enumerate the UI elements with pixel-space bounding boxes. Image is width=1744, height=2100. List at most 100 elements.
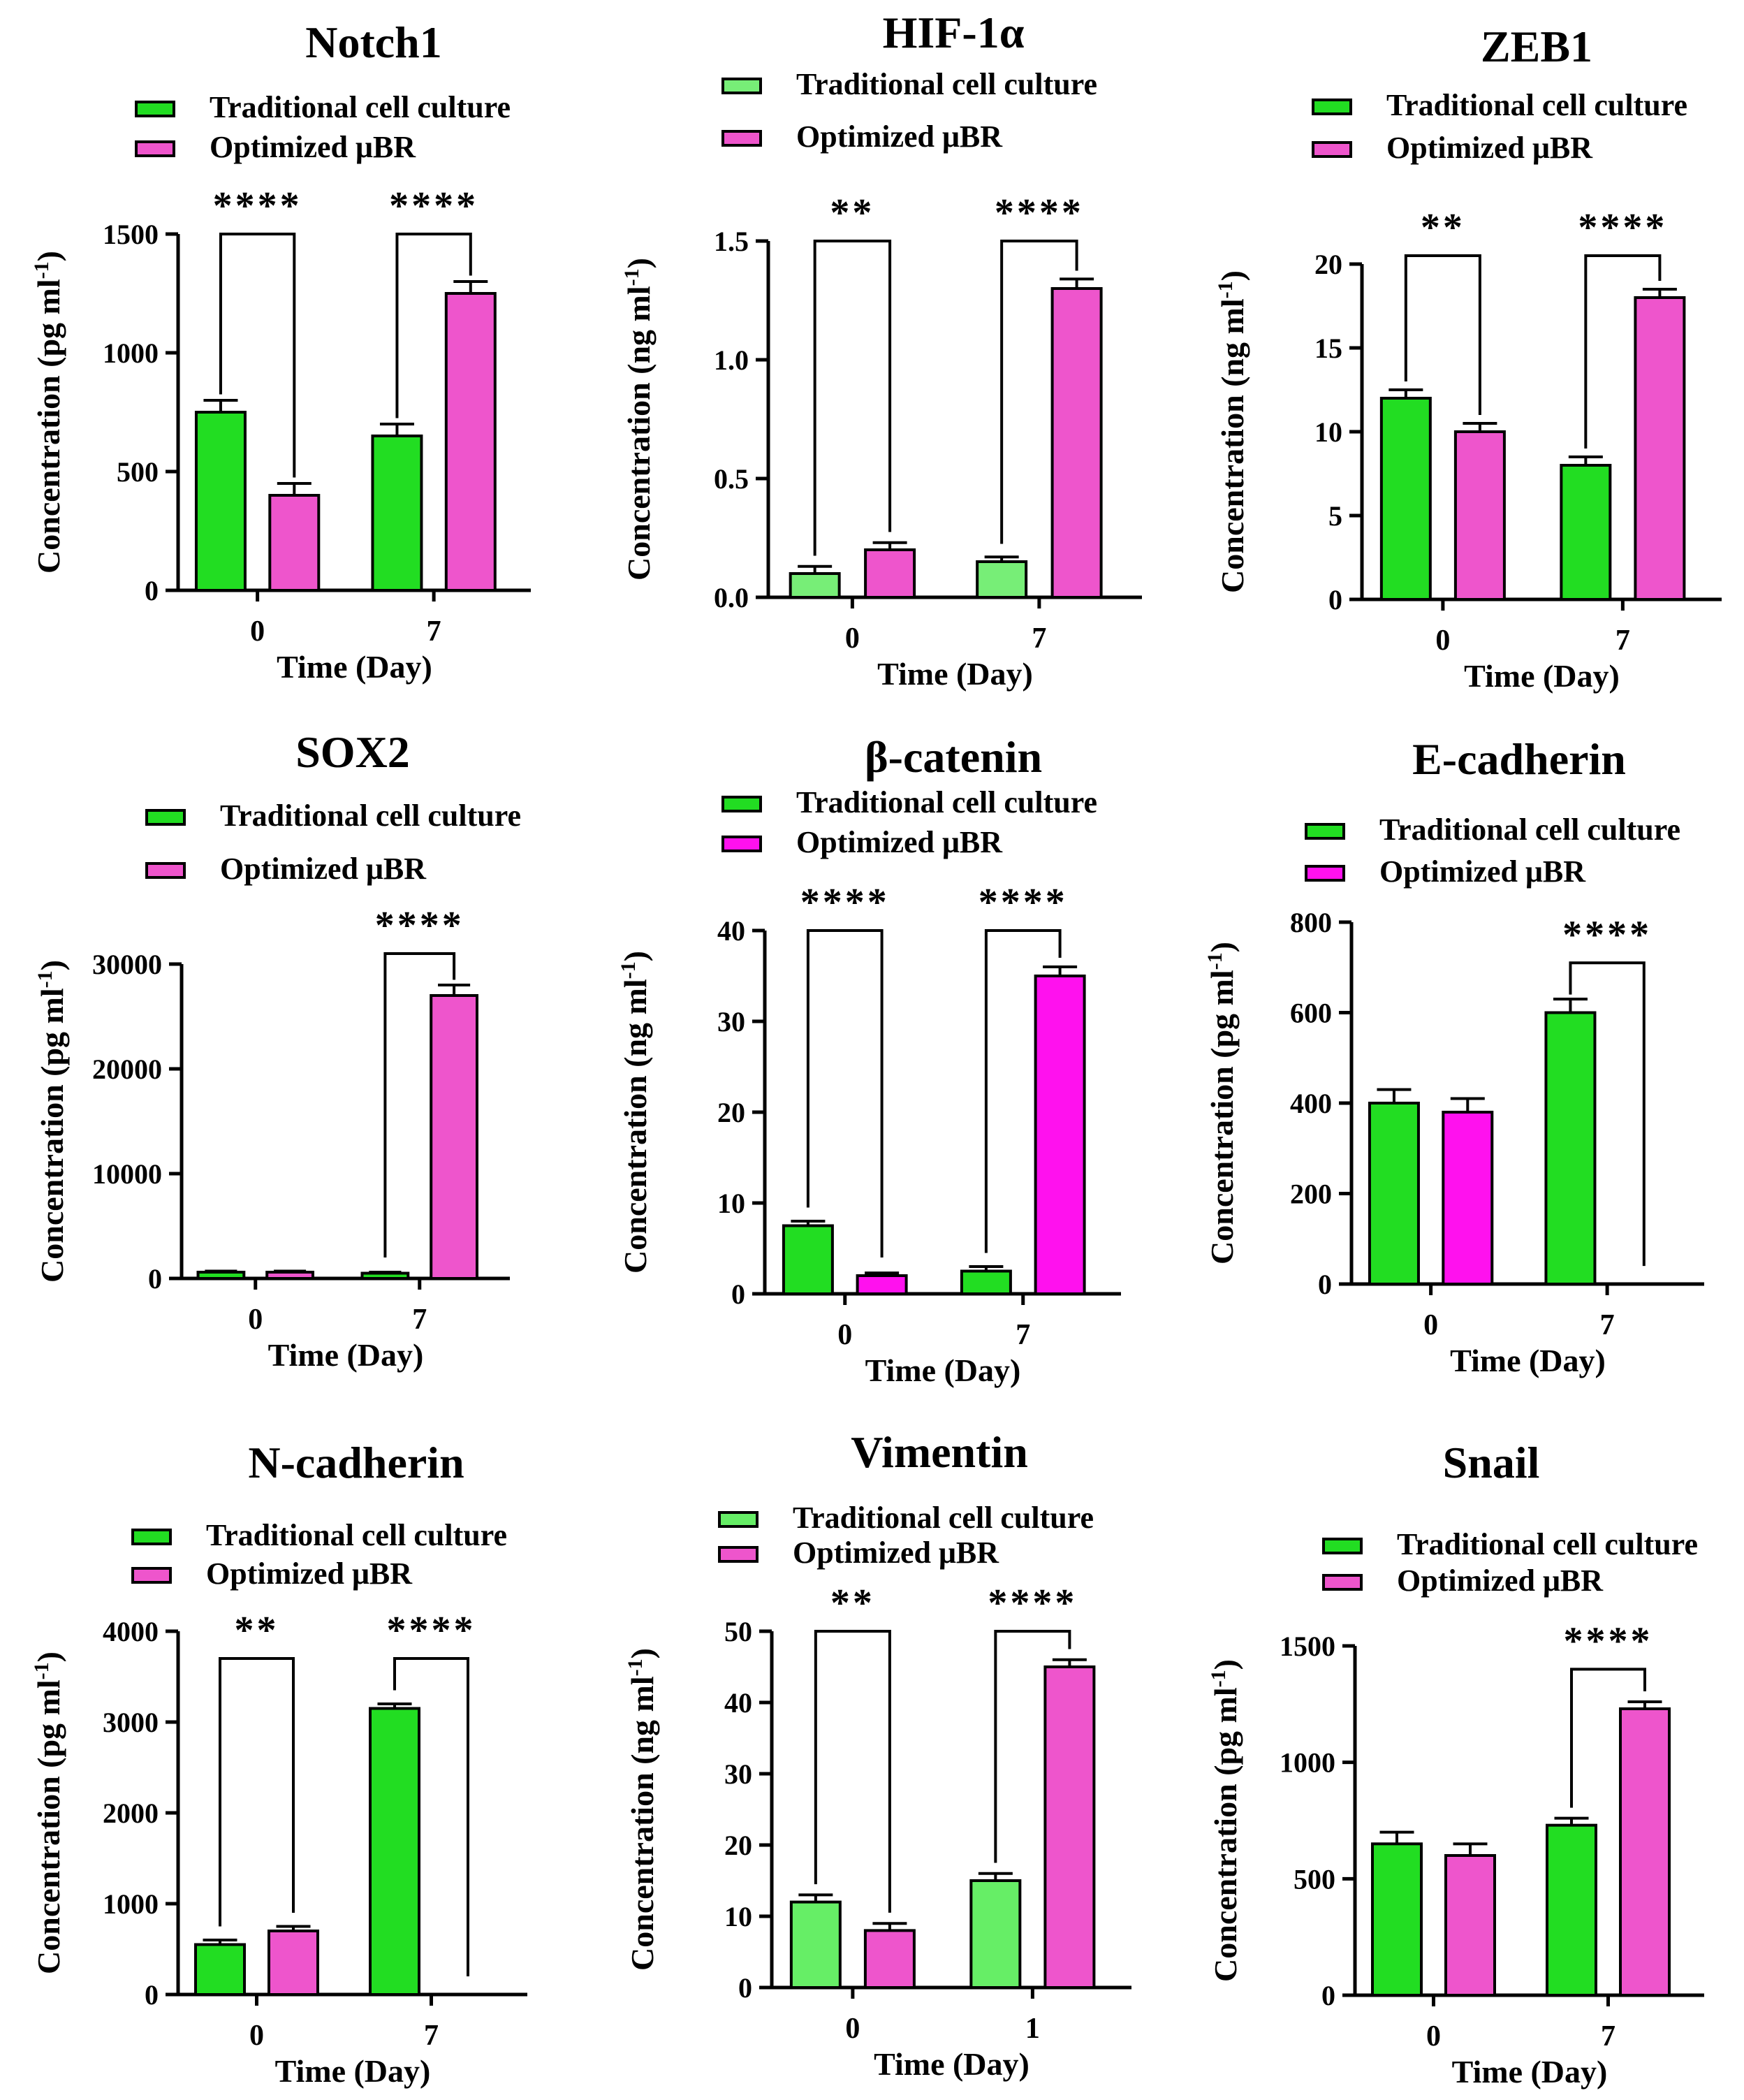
y-tick-label: 500 bbox=[1294, 1863, 1335, 1895]
bar bbox=[360, 1271, 410, 1280]
y-tick-label: 1.0 bbox=[714, 344, 749, 376]
bar bbox=[369, 1707, 420, 1996]
chart-title: SOX2 bbox=[295, 727, 410, 777]
y-tick-label: 0.0 bbox=[714, 582, 749, 613]
y-axis-label-paren: ) bbox=[621, 258, 657, 268]
y-axis-label-exponent: -1 bbox=[1203, 952, 1226, 970]
significance-bracket bbox=[219, 233, 296, 478]
bar bbox=[1560, 464, 1612, 601]
y-axis-label-paren: ) bbox=[617, 951, 653, 961]
significance-label: **** bbox=[979, 881, 1068, 924]
y-tick-label: 30000 bbox=[92, 949, 162, 980]
y-axis-label-main: Concentration (pg ml bbox=[31, 1679, 66, 1974]
y-axis-label: Concentration (ng ml-1) bbox=[620, 258, 657, 581]
bar bbox=[1453, 430, 1506, 601]
significance-label: **** bbox=[800, 881, 890, 924]
y-axis-label-exponent: -1 bbox=[1214, 281, 1237, 298]
legend-label: Traditional cell culture bbox=[1379, 812, 1680, 847]
chart-title: Notch1 bbox=[305, 17, 442, 67]
y-tick-label: 800 bbox=[1290, 907, 1332, 938]
significance-bracket bbox=[994, 1630, 1071, 1863]
y-tick-label: 4000 bbox=[103, 1616, 159, 1647]
y-axis-label-paren: ) bbox=[31, 251, 66, 261]
y-tick-label: 3000 bbox=[103, 1707, 159, 1738]
legend-label: Traditional cell culture bbox=[796, 67, 1097, 101]
y-tick-label: 500 bbox=[117, 456, 159, 488]
bar bbox=[1371, 1842, 1423, 1997]
legend-label: Traditional cell culture bbox=[1397, 1527, 1698, 1561]
significance-bracket bbox=[1584, 254, 1662, 449]
x-axis-label: Time (Day) bbox=[1464, 658, 1620, 694]
x-axis-label: Time (Day) bbox=[268, 1337, 424, 1373]
legend-swatch bbox=[718, 1511, 759, 1528]
bar bbox=[1368, 1102, 1420, 1285]
x-tick-label: 0 bbox=[1423, 1309, 1438, 1341]
y-axis-label-paren: ) bbox=[1215, 270, 1250, 281]
y-tick-label: 1000 bbox=[1280, 1747, 1335, 1779]
y-tick-label: 0 bbox=[148, 1263, 162, 1295]
chart-title: ZEB1 bbox=[1481, 22, 1592, 71]
significance-label: **** bbox=[387, 1609, 476, 1652]
y-axis-label-exponent: -1 bbox=[30, 1662, 53, 1679]
y-tick-label: 0 bbox=[1328, 584, 1342, 615]
y-tick-label: 1000 bbox=[103, 1888, 159, 1920]
y-axis-label-exponent: -1 bbox=[620, 268, 643, 286]
y-axis-label-main: Concentration (ng ml bbox=[1215, 298, 1250, 593]
y-axis-label-main: Concentration (ng ml bbox=[621, 286, 657, 581]
y-tick-label: 2000 bbox=[103, 1798, 159, 1829]
legend-swatch bbox=[721, 130, 762, 147]
legend-swatch bbox=[1322, 1574, 1363, 1591]
y-axis-label-main: Concentration (ng ml bbox=[617, 979, 653, 1274]
chart-title: E-cadherin bbox=[1412, 734, 1626, 784]
y-tick-label: 40 bbox=[724, 1687, 752, 1719]
legend-swatch bbox=[135, 101, 175, 117]
y-tick-label: 0.5 bbox=[714, 463, 749, 495]
x-axis-label: Time (Day) bbox=[275, 2053, 431, 2089]
chart-title: Vimentin bbox=[851, 1427, 1028, 1477]
y-axis-label: Concentration (pg ml-1) bbox=[30, 1651, 67, 1974]
significance-bracket bbox=[1000, 240, 1078, 544]
y-tick-label: 0 bbox=[738, 1972, 752, 2004]
y-tick-label: 1000 bbox=[103, 337, 159, 369]
y-tick-label: 30 bbox=[724, 1758, 752, 1790]
x-tick-label: 0 bbox=[845, 622, 860, 655]
y-axis-label-exponent: -1 bbox=[30, 261, 53, 279]
y-tick-label: 0 bbox=[145, 575, 159, 606]
bar bbox=[1442, 1110, 1494, 1285]
legend-swatch bbox=[721, 796, 762, 812]
significance-label: **** bbox=[995, 191, 1084, 235]
legend-swatch bbox=[1312, 99, 1352, 115]
x-axis-label: Time (Day) bbox=[277, 649, 432, 685]
significance-label: ** bbox=[1421, 206, 1465, 249]
bar bbox=[969, 1879, 1022, 1989]
y-tick-label: 30 bbox=[717, 1006, 745, 1037]
significance-bracket bbox=[813, 240, 892, 556]
legend-label: Optimized μBR bbox=[796, 119, 1003, 154]
significance-label: **** bbox=[1562, 913, 1652, 956]
chart-1: HIF-1α Traditional cell culture Optimized … bbox=[620, 8, 1142, 692]
legend-label: Optimized μBR bbox=[1397, 1563, 1604, 1598]
y-tick-label: 600 bbox=[1290, 998, 1332, 1029]
y-tick-label: 15 bbox=[1314, 333, 1342, 364]
chart-title: β-catenin bbox=[865, 732, 1042, 782]
significance-bracket bbox=[395, 233, 472, 418]
y-axis-label-paren: ) bbox=[1208, 1659, 1243, 1670]
bar bbox=[1546, 1823, 1597, 1997]
significance-label: **** bbox=[389, 184, 478, 228]
bar bbox=[196, 1271, 246, 1280]
significance-label: **** bbox=[1578, 206, 1667, 249]
legend-label: Traditional cell culture bbox=[220, 799, 521, 833]
bar bbox=[371, 435, 423, 592]
x-tick-label: 7 bbox=[424, 2020, 439, 2052]
y-tick-label: 1500 bbox=[103, 219, 159, 250]
significance-bracket bbox=[814, 1630, 891, 1913]
x-tick-label: 7 bbox=[1600, 1309, 1615, 1341]
y-axis-label-paren: ) bbox=[31, 1651, 66, 1662]
y-tick-label: 50 bbox=[724, 1616, 752, 1647]
y-axis-label-main: Concentration (pg ml bbox=[34, 988, 70, 1283]
significance-bracket bbox=[383, 952, 456, 1257]
significance-bracket bbox=[806, 929, 884, 1257]
